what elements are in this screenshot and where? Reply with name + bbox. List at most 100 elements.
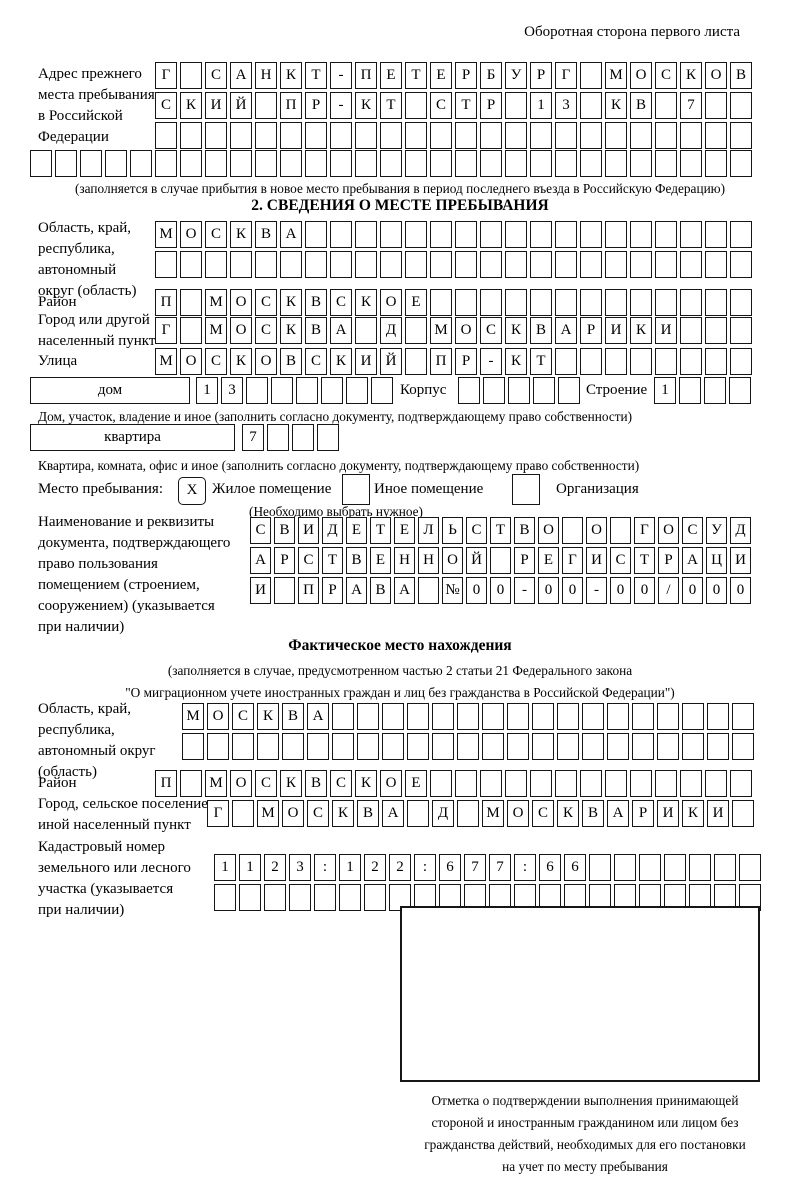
char-cell[interactable]: [730, 289, 752, 316]
char-cell[interactable]: [533, 377, 555, 404]
char-cell[interactable]: Т: [380, 92, 402, 119]
char-cell[interactable]: [230, 251, 252, 278]
char-cell[interactable]: [605, 348, 627, 375]
char-cell[interactable]: И: [298, 517, 319, 544]
char-cell[interactable]: В: [357, 800, 379, 827]
char-cell[interactable]: [280, 122, 302, 149]
char-cell[interactable]: В: [255, 221, 277, 248]
char-cell[interactable]: [630, 221, 652, 248]
char-cell[interactable]: О: [507, 800, 529, 827]
char-cell[interactable]: К: [557, 800, 579, 827]
char-cell[interactable]: Г: [207, 800, 229, 827]
char-cell[interactable]: Г: [562, 547, 583, 574]
char-cell[interactable]: [430, 289, 452, 316]
char-cell[interactable]: [555, 348, 577, 375]
char-cell[interactable]: О: [380, 770, 402, 797]
char-cell[interactable]: А: [382, 800, 404, 827]
char-cell[interactable]: [705, 221, 727, 248]
char-cell[interactable]: С: [655, 62, 677, 89]
stay-type-checkbox-other[interactable]: [342, 474, 370, 505]
char-cell[interactable]: [330, 221, 352, 248]
char-cell[interactable]: [505, 221, 527, 248]
char-cell[interactable]: С: [330, 770, 352, 797]
char-cell[interactable]: [257, 733, 279, 760]
char-cell[interactable]: [655, 221, 677, 248]
char-cell[interactable]: П: [430, 348, 452, 375]
char-cell[interactable]: [255, 122, 277, 149]
char-cell[interactable]: №: [442, 577, 463, 604]
char-cell[interactable]: [657, 733, 679, 760]
char-cell[interactable]: К: [280, 289, 302, 316]
char-cell[interactable]: М: [257, 800, 279, 827]
char-cell[interactable]: [580, 150, 602, 177]
char-cell[interactable]: [232, 733, 254, 760]
char-cell[interactable]: [730, 150, 752, 177]
char-cell[interactable]: М: [482, 800, 504, 827]
char-cell[interactable]: С: [330, 289, 352, 316]
char-cell[interactable]: А: [555, 317, 577, 344]
char-cell[interactable]: [130, 150, 152, 177]
char-cell[interactable]: [205, 150, 227, 177]
char-cell[interactable]: [655, 251, 677, 278]
char-cell[interactable]: В: [530, 317, 552, 344]
char-cell[interactable]: 0: [610, 577, 631, 604]
char-cell[interactable]: О: [230, 317, 252, 344]
char-cell[interactable]: О: [455, 317, 477, 344]
char-cell[interactable]: [246, 377, 268, 404]
char-cell[interactable]: Т: [305, 62, 327, 89]
char-cell[interactable]: [732, 703, 754, 730]
char-cell[interactable]: [180, 62, 202, 89]
char-cell[interactable]: [632, 733, 654, 760]
char-cell[interactable]: [680, 251, 702, 278]
char-cell[interactable]: Е: [405, 289, 427, 316]
char-cell[interactable]: [180, 122, 202, 149]
char-cell[interactable]: [480, 289, 502, 316]
char-cell[interactable]: К: [230, 221, 252, 248]
char-cell[interactable]: М: [205, 289, 227, 316]
char-cell[interactable]: С: [480, 317, 502, 344]
char-cell[interactable]: Т: [405, 62, 427, 89]
char-cell[interactable]: [405, 122, 427, 149]
char-cell[interactable]: С: [430, 92, 452, 119]
char-cell[interactable]: [705, 92, 727, 119]
char-cell[interactable]: [557, 703, 579, 730]
char-cell[interactable]: [205, 251, 227, 278]
char-cell[interactable]: [607, 733, 629, 760]
char-cell[interactable]: 3: [555, 92, 577, 119]
char-cell[interactable]: [507, 703, 529, 730]
char-cell[interactable]: К: [257, 703, 279, 730]
char-cell[interactable]: /: [658, 577, 679, 604]
char-cell[interactable]: Е: [430, 62, 452, 89]
char-cell[interactable]: К: [505, 317, 527, 344]
char-cell[interactable]: Г: [555, 62, 577, 89]
char-cell[interactable]: К: [680, 62, 702, 89]
char-cell[interactable]: [558, 377, 580, 404]
char-cell[interactable]: С: [532, 800, 554, 827]
char-cell[interactable]: Й: [380, 348, 402, 375]
char-cell[interactable]: [605, 770, 627, 797]
char-cell[interactable]: 6: [539, 854, 561, 881]
char-cell[interactable]: [292, 424, 314, 451]
char-cell[interactable]: Е: [405, 770, 427, 797]
char-cell[interactable]: [555, 289, 577, 316]
char-cell[interactable]: Т: [322, 547, 343, 574]
char-cell[interactable]: В: [514, 517, 535, 544]
char-cell[interactable]: Р: [530, 62, 552, 89]
char-cell[interactable]: [555, 221, 577, 248]
char-cell[interactable]: 0: [538, 577, 559, 604]
char-cell[interactable]: М: [155, 348, 177, 375]
char-cell[interactable]: [480, 150, 502, 177]
char-cell[interactable]: П: [280, 92, 302, 119]
char-cell[interactable]: [557, 733, 579, 760]
char-cell[interactable]: В: [630, 92, 652, 119]
char-cell[interactable]: [182, 733, 204, 760]
char-cell[interactable]: [405, 150, 427, 177]
char-cell[interactable]: 0: [682, 577, 703, 604]
char-cell[interactable]: [355, 251, 377, 278]
char-cell[interactable]: П: [355, 62, 377, 89]
char-cell[interactable]: К: [280, 317, 302, 344]
char-cell[interactable]: [714, 854, 736, 881]
char-cell[interactable]: [589, 854, 611, 881]
char-cell[interactable]: С: [255, 770, 277, 797]
char-cell[interactable]: [730, 92, 752, 119]
